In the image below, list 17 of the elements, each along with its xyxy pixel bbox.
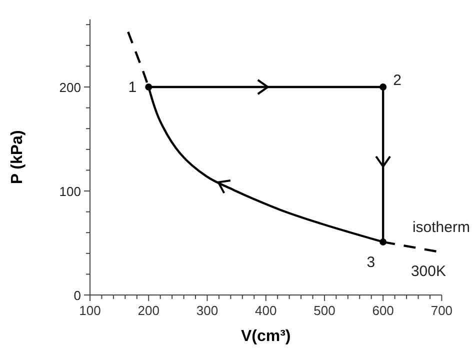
y-tick-label: 0 [74,288,81,303]
x-tick-label: 400 [255,303,277,318]
annotation: 300K [410,263,446,280]
x-tick-label: 600 [372,303,394,318]
y-axis-title: P (kPa) [9,130,26,184]
x-tick-label: 500 [314,303,336,318]
x-axis-title: V(cm³) [240,328,291,345]
annotation: 3 [366,254,376,271]
annotation: 1 [128,79,137,96]
annotation: 2 [393,72,402,89]
x-tick-label: 100 [79,303,101,318]
x-tick-label: 700 [430,303,453,318]
annotation: isotherm [412,219,470,236]
x-tick-label: 300 [196,303,218,318]
y-tick-label: 200 [59,80,81,95]
x-tick-label: 200 [138,303,160,318]
y-tick-label: 100 [59,184,81,199]
